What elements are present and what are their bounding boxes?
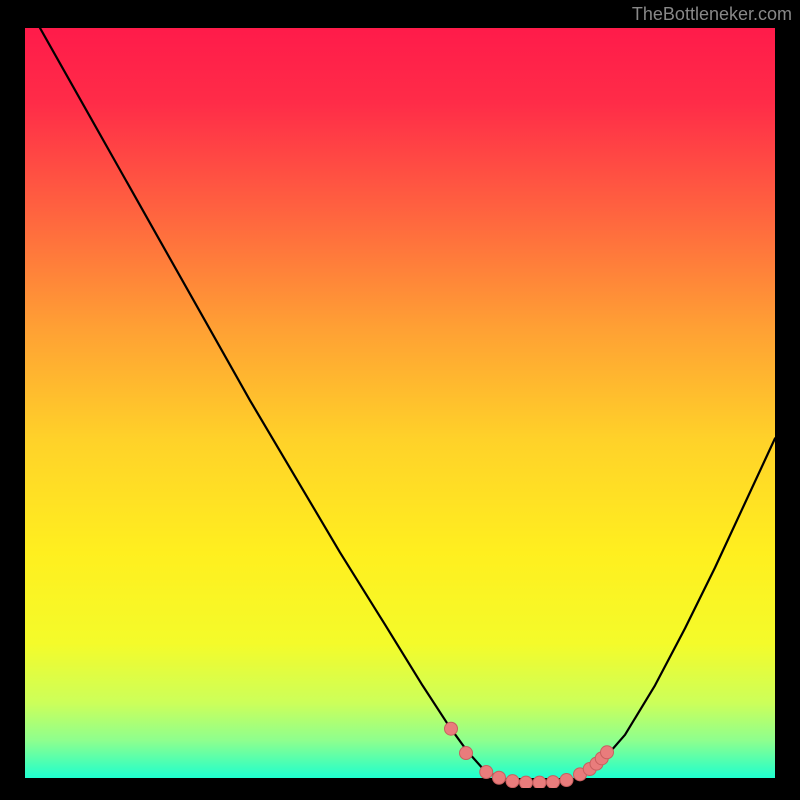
data-marker	[560, 774, 573, 787]
data-marker	[445, 722, 458, 735]
data-marker	[547, 776, 560, 788]
chart-plot-area	[25, 28, 775, 788]
data-marker	[493, 771, 506, 784]
marker-group	[445, 722, 614, 788]
data-marker	[506, 775, 519, 788]
data-marker	[533, 776, 546, 788]
data-marker	[480, 766, 493, 779]
chart-curve-layer	[25, 28, 775, 788]
data-marker	[601, 746, 614, 759]
data-marker	[520, 776, 533, 788]
watermark-text: TheBottleneker.com	[632, 4, 792, 25]
data-marker	[460, 747, 473, 760]
performance-curve	[40, 28, 775, 783]
